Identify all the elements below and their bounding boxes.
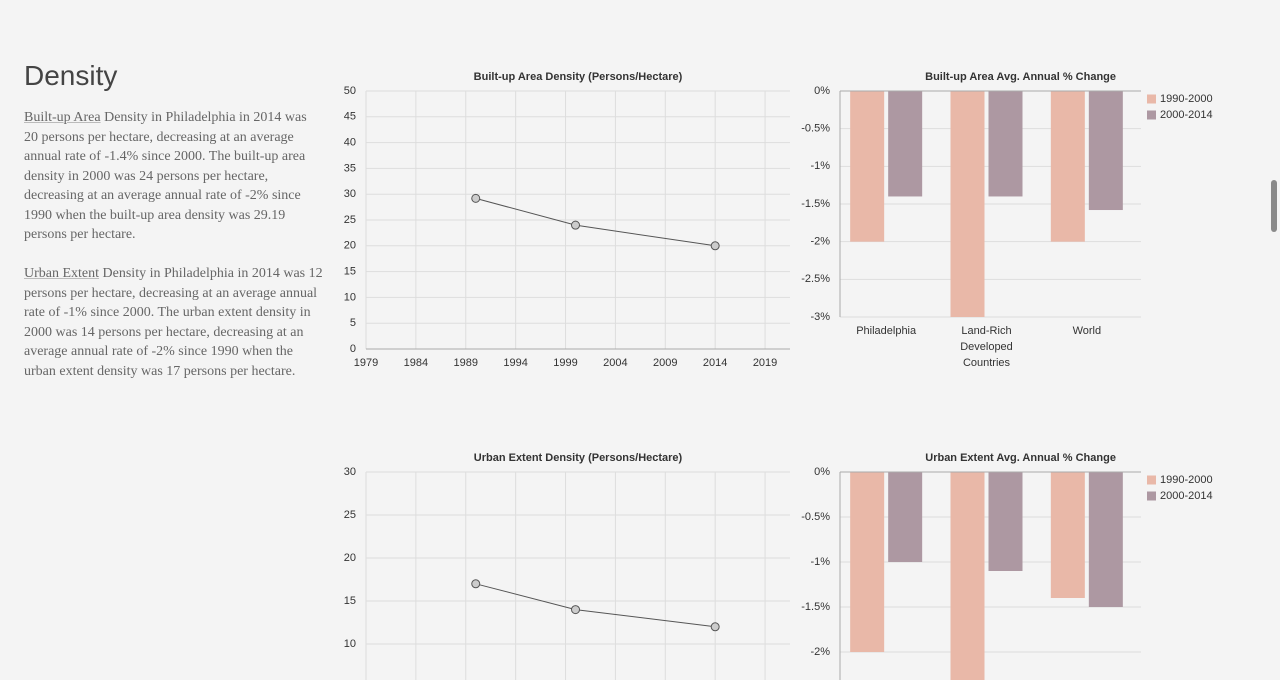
y-tick-label: -1% [810, 556, 830, 568]
x-tick-label: 2009 [653, 357, 677, 369]
y-tick-label: 50 [344, 85, 356, 97]
bar [850, 91, 885, 242]
x-tick-label: Philadelphia [856, 325, 917, 337]
bar [988, 472, 1023, 571]
bar [1088, 91, 1123, 211]
bar [988, 91, 1023, 197]
y-tick-label: 0 [350, 343, 356, 355]
legend-swatch [1147, 491, 1156, 501]
point [571, 220, 581, 230]
point [710, 622, 720, 632]
bar [1050, 91, 1085, 242]
paragraph: Urban Extent Density in Philadelphia in … [24, 264, 324, 381]
bar [850, 472, 885, 652]
bar [950, 472, 985, 680]
legend-swatch [1147, 110, 1156, 120]
point [471, 579, 481, 589]
bar [888, 91, 923, 197]
y-tick-label: -0.5% [801, 123, 830, 135]
x-tick-label: 1979 [354, 357, 378, 369]
legend-label: 2000-2014 [1160, 109, 1213, 121]
legend-swatch [1147, 475, 1156, 485]
y-tick-label: -0.5% [801, 511, 830, 523]
bar [1088, 472, 1123, 607]
line [475, 197, 716, 247]
x-tick-label: World [1072, 325, 1102, 337]
y-tick-label: 5 [350, 317, 356, 329]
y-tick-label: -1.5% [801, 601, 830, 613]
x-tick-label: 2014 [703, 357, 727, 369]
bar [888, 472, 923, 562]
chart-title: Built-up Area Density (Persons/Hectare) [474, 71, 683, 83]
y-tick-label: 30 [344, 466, 356, 478]
scrollbar[interactable] [1271, 180, 1277, 232]
x-tick-label: 1984 [404, 357, 428, 369]
y-tick-label: 25 [344, 214, 356, 226]
y-tick-label: 10 [344, 291, 356, 303]
y-tick-label: 35 [344, 162, 356, 174]
y-tick-label: 30 [344, 188, 356, 200]
chart-title: Urban Extent Avg. Annual % Change [925, 452, 1116, 464]
legend-swatch [1147, 94, 1156, 104]
y-tick-label: 10 [344, 638, 356, 650]
heading: Density [24, 60, 118, 91]
paragraph-text: Density in Philadelphia in 2014 was 20 p… [24, 110, 307, 242]
x-tick-label: Land-Rich Developed Countries [960, 325, 1013, 369]
y-tick-label: 45 [344, 111, 356, 123]
y-tick-label: 25 [344, 509, 356, 521]
x-tick-label: 1989 [454, 357, 478, 369]
point [471, 193, 481, 203]
y-tick-label: 0% [814, 85, 830, 97]
line [475, 583, 716, 628]
y-tick-label: -2% [810, 646, 830, 658]
point [571, 605, 581, 615]
bar [950, 91, 985, 317]
legend-label: 2000-2014 [1160, 490, 1213, 502]
y-tick-label: 15 [344, 266, 356, 278]
link[interactable]: Urban Extent [24, 266, 100, 281]
y-tick-label: -3% [810, 311, 830, 323]
x-tick-label: 2019 [753, 357, 777, 369]
y-tick-label: -1.5% [801, 198, 830, 210]
y-tick-label: 15 [344, 595, 356, 607]
link[interactable]: Built-up Area [24, 110, 101, 125]
y-tick-label: -1% [810, 160, 830, 172]
chart-title: Built-up Area Avg. Annual % Change [925, 71, 1116, 83]
y-tick-label: -2% [810, 236, 830, 248]
y-tick-label: 20 [344, 240, 356, 252]
y-tick-label: -2.5% [801, 273, 830, 285]
y-tick-label: 20 [344, 552, 356, 564]
paragraph: Built-up Area Density in Philadelphia in… [24, 108, 324, 245]
legend-label: 1990-2000 [1160, 474, 1213, 486]
point [710, 241, 720, 251]
x-tick-label: 2004 [603, 357, 627, 369]
y-tick-label: 40 [344, 137, 356, 149]
x-tick-label: 1994 [503, 357, 527, 369]
y-tick-label: 0% [814, 466, 830, 478]
chart-title: Urban Extent Density (Persons/Hectare) [474, 452, 683, 464]
legend-label: 1990-2000 [1160, 93, 1213, 105]
paragraph-text: Density in Philadelphia in 2014 was 12 p… [24, 266, 323, 379]
bar [1050, 472, 1085, 598]
x-tick-label: 1999 [553, 357, 577, 369]
